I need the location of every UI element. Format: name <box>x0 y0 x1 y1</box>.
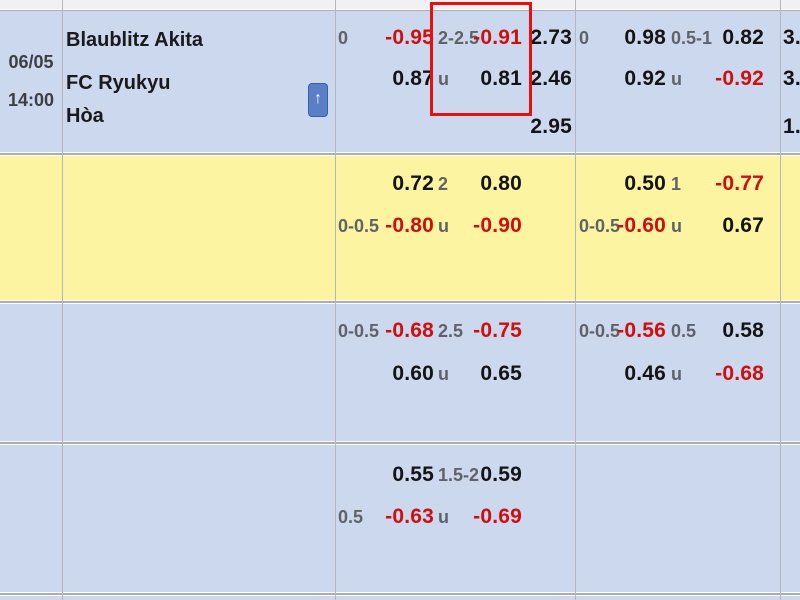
previous-row-sliver <box>0 0 800 9</box>
handicap-odds[interactable]: -0.68 <box>385 319 434 342</box>
under-odds[interactable]: -0.92 <box>715 67 764 90</box>
handicap-odds[interactable]: 0.50 <box>624 172 666 195</box>
under-label: u <box>438 216 449 236</box>
match-date: 06/05 <box>8 52 54 72</box>
handicap-odds[interactable]: 0.55 <box>392 463 434 486</box>
draw-label: Hòa <box>66 105 104 127</box>
handicap-odds[interactable]: -0.60 <box>617 214 666 237</box>
handicap-line-label: 0-0.5 <box>338 321 380 341</box>
clipped-odds[interactable]: 3.3 <box>783 67 800 90</box>
under-odds[interactable]: -0.68 <box>715 362 764 385</box>
handicap-line-label: 0-0.5 <box>579 321 621 341</box>
handicap-line-label: 0.5 <box>338 507 364 527</box>
over-odds[interactable]: 0.82 <box>722 26 764 49</box>
match-row-background <box>0 11 800 152</box>
under-odds[interactable]: 0.67 <box>722 214 764 237</box>
highlighted-row-background <box>0 156 800 300</box>
away-win-odds[interactable]: 2.46 <box>530 67 572 90</box>
row-separator <box>0 300 800 304</box>
ou-line-label: 1 <box>671 174 682 194</box>
draw-odds[interactable]: 2.95 <box>530 115 572 138</box>
handicap-odds[interactable]: -0.56 <box>617 319 666 342</box>
row-separator <box>0 152 800 156</box>
handicap-line-label: 0 <box>579 28 590 48</box>
handicap-odds[interactable]: 0.87 <box>392 67 434 90</box>
column-divider <box>62 0 63 600</box>
match-time: 14:00 <box>7 90 55 110</box>
home-win-odds[interactable]: 2.73 <box>530 26 572 49</box>
handicap-odds[interactable]: 0.60 <box>392 362 434 385</box>
odds-row-background <box>0 304 800 441</box>
odds-row-background <box>0 445 800 592</box>
away-team-name: FC Ryukyu <box>66 72 171 94</box>
over-odds[interactable]: 0.59 <box>480 463 522 486</box>
row-separator <box>0 441 800 445</box>
handicap-line-label: 0-0.5 <box>338 216 380 236</box>
over-odds[interactable]: 0.58 <box>722 319 764 342</box>
handicap-odds[interactable]: 0.98 <box>624 26 666 49</box>
under-label: u <box>438 69 449 89</box>
match-stats-icon[interactable]: ↑ <box>308 83 328 117</box>
home-team-name: Blaublitz Akita <box>66 29 204 51</box>
column-divider <box>575 0 576 600</box>
ou-line-label: 2 <box>438 174 449 194</box>
ou-line-label: 2.5 <box>438 321 464 341</box>
under-odds[interactable]: 0.65 <box>480 362 522 385</box>
under-label: u <box>438 507 449 527</box>
handicap-line-label: 0 <box>338 28 349 48</box>
row-separator <box>0 592 800 596</box>
handicap-line-label: 0-0.5 <box>579 216 621 236</box>
handicap-odds[interactable]: 0.92 <box>624 67 666 90</box>
under-odds[interactable]: -0.69 <box>473 505 522 528</box>
column-divider <box>335 0 336 600</box>
under-odds[interactable]: -0.90 <box>473 214 522 237</box>
ou-line-label: 0.5 <box>671 321 697 341</box>
over-odds[interactable]: -0.75 <box>473 319 522 342</box>
handicap-odds[interactable]: 0.72 <box>392 172 434 195</box>
handicap-odds[interactable]: 0.46 <box>624 362 666 385</box>
handicap-odds[interactable]: -0.95 <box>385 26 434 49</box>
over-odds[interactable]: -0.91 <box>473 26 522 49</box>
ou-line-label: 2-2.5 <box>438 28 480 48</box>
under-label: u <box>671 69 682 89</box>
under-label: u <box>671 364 682 384</box>
clipped-odds[interactable]: 1.8 <box>783 115 800 138</box>
ou-line-label: 1.5-2 <box>438 465 480 485</box>
clipped-odds[interactable]: 3.5 <box>783 26 800 49</box>
over-odds[interactable]: 0.80 <box>480 172 522 195</box>
ou-line-label: 0.5-1 <box>671 28 713 48</box>
under-label: u <box>671 216 682 236</box>
handicap-odds[interactable]: -0.63 <box>385 505 434 528</box>
column-divider <box>780 0 781 600</box>
next-row-sliver <box>0 596 800 600</box>
handicap-odds[interactable]: -0.80 <box>385 214 434 237</box>
under-label: u <box>438 364 449 384</box>
over-odds[interactable]: -0.77 <box>715 172 764 195</box>
under-odds[interactable]: 0.81 <box>480 67 522 90</box>
